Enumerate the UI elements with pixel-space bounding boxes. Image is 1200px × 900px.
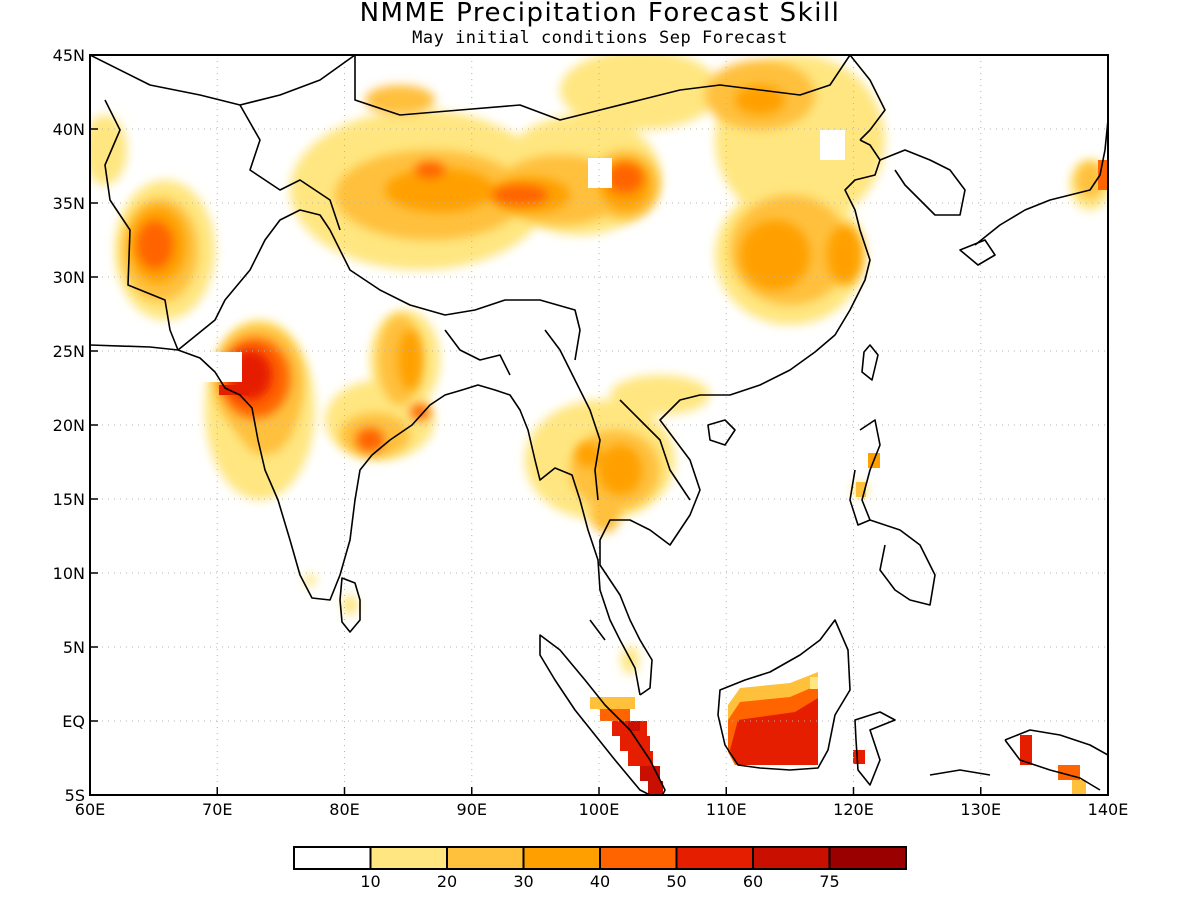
- new-guinea: [1004, 729, 1108, 791]
- skill-40-50-areas: [137, 162, 643, 452]
- lat-tick-label: 5N: [63, 638, 85, 657]
- lat-tick-label: 45N: [53, 46, 85, 65]
- visayas-mindanao: [869, 519, 936, 606]
- sumatra-coast: [539, 634, 666, 795]
- lat-tick-label: EQ: [62, 712, 85, 731]
- borneo-coast: [717, 619, 851, 771]
- border-china-korea: [849, 55, 886, 141]
- indochina-coast: [599, 139, 881, 696]
- lon-tick-label: 60E: [75, 800, 105, 819]
- lon-tick-label: 70E: [202, 800, 232, 819]
- map-title: NMME Precipitation Forecast Skill: [359, 0, 841, 28]
- sri-lanka: [339, 577, 361, 633]
- border-central-asia: [90, 55, 356, 106]
- lon-tick-label: 100E: [579, 800, 620, 819]
- south-asia-coast: [90, 344, 641, 696]
- lat-tick-label: 25N: [53, 342, 85, 361]
- lon-tick-label: 120E: [833, 800, 874, 819]
- axis-ticks: 60E 70E 80E 90E 100E 110E 120E 130E 140E 45N 40N 35…: [53, 46, 1129, 819]
- taiwan: [861, 344, 879, 381]
- sumatra-skill-blocks: [590, 697, 663, 795]
- scattered-skill-blocks: [853, 160, 1108, 795]
- border-iran-afghanistan-pakistan: [104, 99, 179, 351]
- border-mongolia: [354, 55, 851, 121]
- lat-tick-label: 40N: [53, 120, 85, 139]
- border-malaysia: [589, 619, 606, 641]
- lat-tick-label: 5S: [65, 786, 85, 805]
- border-pakistan-india: [177, 209, 331, 351]
- lat-tick-label: 20N: [53, 416, 85, 435]
- skill-fill-layer: [90, 55, 1108, 795]
- border-bangladesh: [444, 329, 511, 376]
- kyushu: [959, 239, 996, 266]
- korea: [879, 149, 966, 216]
- lon-tick-label: 140E: [1088, 800, 1129, 819]
- border-laos-vietnam: [619, 399, 691, 501]
- map-subtitle: May initial conditions Sep Forecast: [412, 28, 788, 48]
- coastlines-and-borders: [90, 55, 1108, 795]
- lon-tick-label: 90E: [457, 800, 487, 819]
- border-china-west: [239, 104, 341, 231]
- lat-tick-label: 10N: [53, 564, 85, 583]
- lat-tick-label: 30N: [53, 268, 85, 287]
- japan: [974, 119, 1108, 246]
- hainan: [707, 419, 736, 446]
- lon-tick-label: 130E: [960, 800, 1001, 819]
- borneo-skill-area: [728, 672, 818, 765]
- lon-tick-label: 110E: [706, 800, 747, 819]
- sulawesi: [854, 711, 896, 786]
- border-myanmar-thailand: [544, 329, 601, 501]
- masked-no-skill-cells: [200, 130, 845, 382]
- lat-tick-label: 35N: [53, 194, 85, 213]
- border-china-himalaya: [329, 229, 581, 361]
- lat-tick-label: 15N: [53, 490, 85, 509]
- luzon: [849, 419, 881, 526]
- lon-tick-label: 80E: [329, 800, 359, 819]
